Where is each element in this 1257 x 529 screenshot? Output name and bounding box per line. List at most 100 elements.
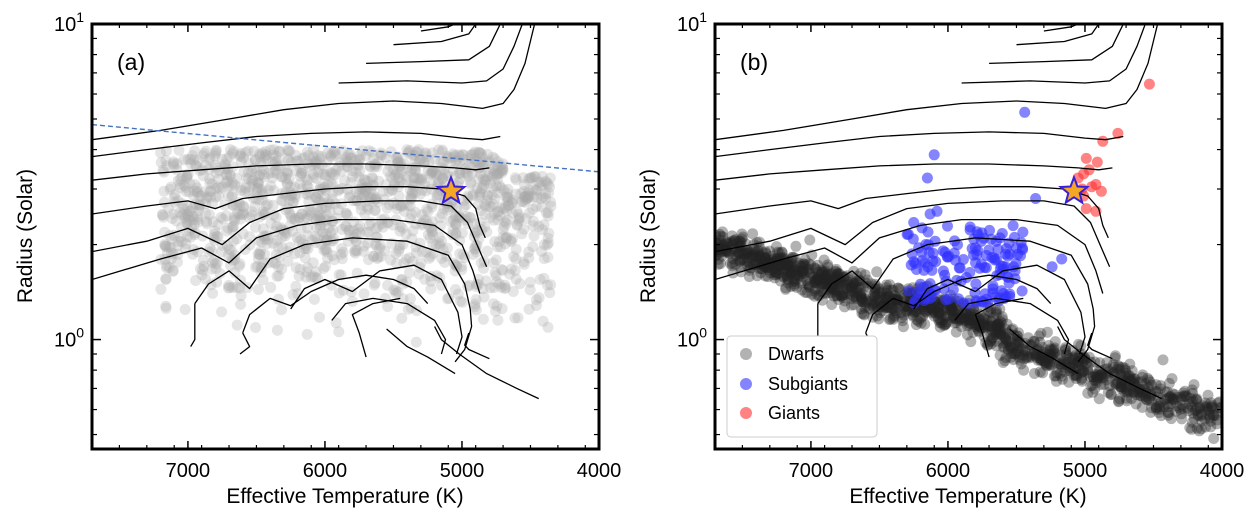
dwarf-point — [946, 303, 958, 315]
sample-point — [234, 199, 246, 211]
dwarf-point — [715, 237, 722, 249]
sample-point — [400, 228, 412, 240]
sample-point — [465, 149, 477, 161]
sample-point — [188, 154, 200, 166]
subgiants-point — [907, 233, 919, 245]
dwarf-point — [990, 327, 1002, 339]
sample-point — [280, 227, 292, 239]
sample-point — [467, 188, 479, 200]
sample-point — [159, 240, 171, 252]
subgiants-point — [943, 293, 954, 305]
sample-point — [221, 169, 232, 181]
sample-point — [513, 213, 525, 225]
sample-point — [191, 185, 203, 197]
dwarf-point — [829, 285, 841, 297]
sample-point — [502, 183, 514, 195]
dwarf-point — [796, 265, 808, 277]
dwarf-point — [816, 268, 828, 280]
sample-point — [253, 169, 265, 181]
dwarf-point — [797, 258, 809, 270]
sample-point — [172, 235, 184, 247]
sample-point — [455, 163, 467, 175]
dwarf-point — [932, 301, 944, 313]
dwarf-point — [795, 277, 807, 289]
dwarf-point — [880, 279, 892, 291]
sample-point — [307, 270, 319, 282]
sample-point — [473, 157, 485, 169]
dwarf-point — [1121, 386, 1133, 398]
dwarf-point — [789, 276, 801, 288]
subgiants-point — [903, 285, 915, 297]
dwarf-point — [888, 310, 900, 322]
dwarf-point — [774, 260, 786, 272]
dwarf-point — [824, 272, 836, 284]
dwarf-point — [863, 281, 874, 293]
sample-point — [518, 191, 530, 203]
sample-point — [326, 279, 337, 291]
dwarf-point — [738, 253, 750, 265]
sample-point — [382, 279, 394, 291]
sample-point — [302, 205, 314, 217]
sample-point — [413, 173, 425, 185]
dwarf-point — [1077, 366, 1089, 377]
subgiants-point — [1007, 220, 1019, 232]
sample-point — [427, 229, 439, 241]
sample-point — [498, 221, 510, 233]
sample-point — [523, 184, 535, 196]
dwarf-point — [1104, 380, 1116, 392]
dashed-threshold-line — [92, 123, 599, 173]
sample-point — [187, 214, 199, 226]
sample-point — [329, 169, 341, 181]
sample-point — [426, 165, 438, 177]
sample-point — [354, 149, 366, 161]
dwarf-point — [785, 281, 797, 292]
subgiant-point — [986, 252, 998, 263]
sample-point — [492, 160, 504, 172]
dwarf-point — [848, 277, 860, 289]
dwarf-point — [946, 302, 958, 314]
sample-point — [181, 208, 193, 220]
dwarf-point — [1159, 394, 1171, 405]
sample-point — [190, 160, 202, 172]
dwarf-point — [945, 305, 957, 317]
sample-point — [227, 282, 239, 294]
sample-point — [238, 200, 249, 212]
sample-point — [433, 189, 445, 201]
sample-point — [354, 226, 366, 238]
dwarf-point — [726, 238, 738, 250]
sample-point — [192, 154, 204, 166]
sample-point — [223, 190, 234, 202]
sample-point — [463, 279, 475, 291]
dwarf-point — [1050, 375, 1062, 387]
dwarf-point — [798, 258, 810, 270]
sample-point — [194, 190, 205, 202]
dwarf-point — [1101, 357, 1113, 369]
dwarf-point — [1141, 394, 1153, 406]
dwarf-point — [785, 265, 797, 276]
dwarf-point — [934, 321, 946, 333]
dwarf-point — [780, 258, 792, 270]
dwarf-point — [809, 276, 821, 288]
dwarf-point — [985, 328, 997, 340]
sample-point — [518, 256, 530, 268]
sample-point — [391, 199, 403, 211]
dwarf-point — [1109, 378, 1121, 390]
dwarf-point — [1092, 371, 1104, 383]
dwarf-point — [758, 253, 770, 265]
dwarf-point — [927, 304, 939, 316]
sample-point — [210, 263, 222, 274]
dwarf-point — [1124, 385, 1136, 397]
sample-point — [465, 178, 477, 190]
dwarf-point — [1214, 402, 1222, 414]
sample-point — [473, 147, 485, 159]
sample-point — [396, 312, 408, 324]
sample-point — [234, 149, 246, 161]
sample-point — [213, 190, 225, 202]
evolution-track — [242, 274, 429, 334]
sample-point — [496, 167, 508, 179]
sample-point — [230, 172, 242, 184]
dwarf-point — [995, 328, 1007, 340]
sample-point — [318, 231, 330, 243]
sample-point — [345, 152, 357, 164]
dwarf-point — [774, 253, 786, 265]
